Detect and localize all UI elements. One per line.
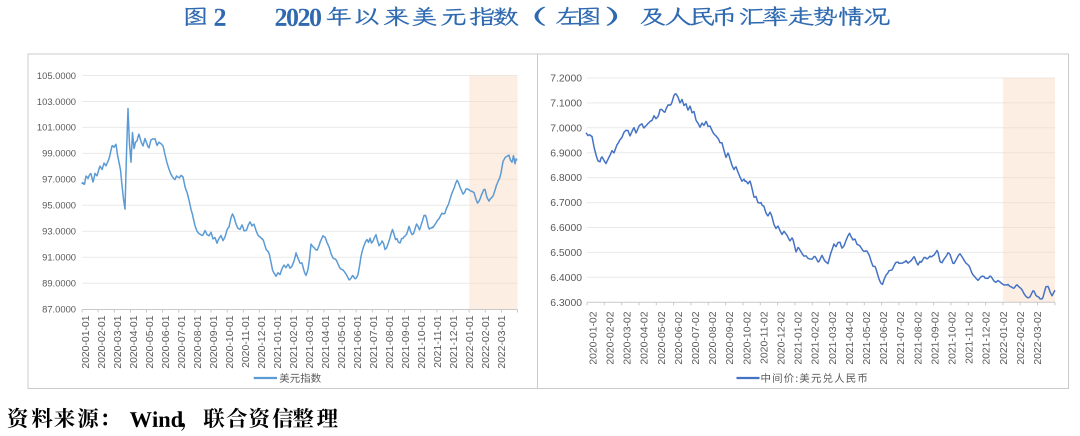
svg-text:2022-02-02: 2022-02-02 xyxy=(1016,311,1027,364)
svg-text:2022-03-01: 2022-03-01 xyxy=(497,315,508,368)
svg-text:2021-05-01: 2021-05-01 xyxy=(337,315,348,368)
svg-text:2021-08-02: 2021-08-02 xyxy=(913,311,924,364)
svg-text:2020-07-02: 2020-07-02 xyxy=(691,311,702,364)
svg-text:2021-04-01: 2021-04-01 xyxy=(321,315,332,368)
svg-text:2020-09-02: 2020-09-02 xyxy=(725,311,736,364)
svg-text:99.0000: 99.0000 xyxy=(42,148,76,159)
svg-text:2021-07-01: 2021-07-01 xyxy=(369,315,380,368)
svg-text:91.0000: 91.0000 xyxy=(42,252,76,263)
svg-text:2020-11-02: 2020-11-02 xyxy=(759,311,770,364)
svg-text:103.0000: 103.0000 xyxy=(37,96,76,107)
svg-text:2022-02-01: 2022-02-01 xyxy=(481,315,492,368)
svg-text:2022-01-02: 2022-01-02 xyxy=(999,311,1010,364)
svg-text:2020-03-01: 2020-03-01 xyxy=(113,315,124,368)
svg-text:2020-05-02: 2020-05-02 xyxy=(657,311,668,364)
svg-text:2020-08-01: 2020-08-01 xyxy=(193,315,204,368)
svg-text:2020-10-02: 2020-10-02 xyxy=(742,311,753,364)
svg-text:2020-03-02: 2020-03-02 xyxy=(623,311,634,364)
svg-text:2021-09-01: 2021-09-01 xyxy=(401,315,412,368)
svg-text:2021-10-02: 2021-10-02 xyxy=(948,311,959,364)
svg-text:2020-12-02: 2020-12-02 xyxy=(777,311,788,364)
svg-text:2021-06-01: 2021-06-01 xyxy=(353,315,364,368)
svg-text:2020-04-01: 2020-04-01 xyxy=(129,315,140,368)
svg-text:2020-11-01: 2020-11-01 xyxy=(241,315,252,368)
svg-text:2020-05-01: 2020-05-01 xyxy=(145,315,156,368)
svg-text:87.0000: 87.0000 xyxy=(42,304,76,315)
svg-text:2020-04-02: 2020-04-02 xyxy=(640,311,651,364)
svg-text:2021-12-02: 2021-12-02 xyxy=(982,311,993,364)
svg-text:2021-07-02: 2021-07-02 xyxy=(896,311,907,364)
svg-text:6.3000: 6.3000 xyxy=(550,298,582,309)
svg-text:2021-03-01: 2021-03-01 xyxy=(305,315,316,368)
svg-text:2020-02-02: 2020-02-02 xyxy=(606,311,617,364)
svg-text:101.0000: 101.0000 xyxy=(37,122,76,133)
svg-text:2020-06-02: 2020-06-02 xyxy=(674,311,685,364)
svg-text:2021-09-02: 2021-09-02 xyxy=(930,311,941,364)
svg-text:2021-11-01: 2021-11-01 xyxy=(433,315,444,368)
svg-text:2021-05-02: 2021-05-02 xyxy=(862,311,873,364)
svg-text:6.9000: 6.9000 xyxy=(550,148,582,159)
svg-text:2021-08-01: 2021-08-01 xyxy=(385,315,396,368)
svg-text:2021-10-01: 2021-10-01 xyxy=(417,315,428,368)
svg-text:6.5000: 6.5000 xyxy=(550,248,582,259)
svg-text:7.1000: 7.1000 xyxy=(550,99,582,110)
svg-text:93.0000: 93.0000 xyxy=(42,226,76,237)
svg-text:2020-12-01: 2020-12-01 xyxy=(257,315,268,368)
svg-text:2021-12-01: 2021-12-01 xyxy=(449,315,460,368)
svg-text:2020-08-02: 2020-08-02 xyxy=(708,311,719,364)
svg-text:2021-06-02: 2021-06-02 xyxy=(879,311,890,364)
svg-text:6.8000: 6.8000 xyxy=(550,173,582,184)
svg-text:2021-03-02: 2021-03-02 xyxy=(828,311,839,364)
svg-text:7.0000: 7.0000 xyxy=(550,123,582,134)
svg-text:6.4000: 6.4000 xyxy=(550,273,582,284)
svg-text:2020-01-02: 2020-01-02 xyxy=(588,311,599,364)
svg-text:6.6000: 6.6000 xyxy=(550,223,582,234)
svg-text:7.2000: 7.2000 xyxy=(550,74,582,85)
svg-text:2021-04-02: 2021-04-02 xyxy=(845,311,856,364)
svg-text:2021-01-01: 2021-01-01 xyxy=(273,315,284,368)
svg-text:2021-02-01: 2021-02-01 xyxy=(289,315,300,368)
svg-text:2020-07-01: 2020-07-01 xyxy=(177,315,188,368)
svg-text:2020-10-01: 2020-10-01 xyxy=(225,315,236,368)
svg-text:6.7000: 6.7000 xyxy=(550,198,582,209)
svg-text:2021-11-02: 2021-11-02 xyxy=(965,311,976,364)
svg-text:89.0000: 89.0000 xyxy=(42,278,76,289)
svg-text:2020-01-01: 2020-01-01 xyxy=(81,315,92,368)
svg-text:2022-03-02: 2022-03-02 xyxy=(1033,311,1044,364)
svg-text:2022-01-01: 2022-01-01 xyxy=(465,315,476,368)
svg-text:2020-06-01: 2020-06-01 xyxy=(161,315,172,368)
svg-text:97.0000: 97.0000 xyxy=(42,174,76,185)
svg-text:95.0000: 95.0000 xyxy=(42,200,76,211)
svg-text:105.0000: 105.0000 xyxy=(37,70,76,81)
svg-text:2021-02-02: 2021-02-02 xyxy=(811,311,822,364)
svg-text:2020-02-01: 2020-02-01 xyxy=(97,315,108,368)
svg-text:2020-09-01: 2020-09-01 xyxy=(209,315,220,368)
svg-text:2021-01-02: 2021-01-02 xyxy=(794,311,805,364)
